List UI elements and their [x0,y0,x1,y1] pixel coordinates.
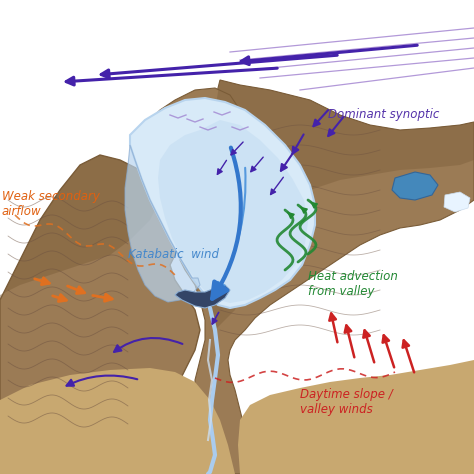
Polygon shape [392,172,438,200]
Polygon shape [130,98,315,308]
Text: Daytime slope /
valley winds: Daytime slope / valley winds [300,388,393,416]
Polygon shape [0,368,235,474]
Polygon shape [210,80,474,330]
Polygon shape [238,360,474,474]
FancyArrowPatch shape [218,168,246,291]
Polygon shape [175,285,230,308]
Polygon shape [444,192,470,212]
Polygon shape [0,155,160,300]
Polygon shape [0,155,200,474]
Text: Weak secondary
airflow: Weak secondary airflow [2,190,100,218]
Text: Heat advection
from valley: Heat advection from valley [308,270,398,298]
Text: Katabatic  wind: Katabatic wind [128,248,219,261]
Polygon shape [125,145,200,302]
Polygon shape [150,88,245,170]
FancyArrowPatch shape [212,147,241,299]
Polygon shape [180,80,474,474]
Polygon shape [158,120,308,303]
Text: Dominant synoptic: Dominant synoptic [328,108,439,121]
